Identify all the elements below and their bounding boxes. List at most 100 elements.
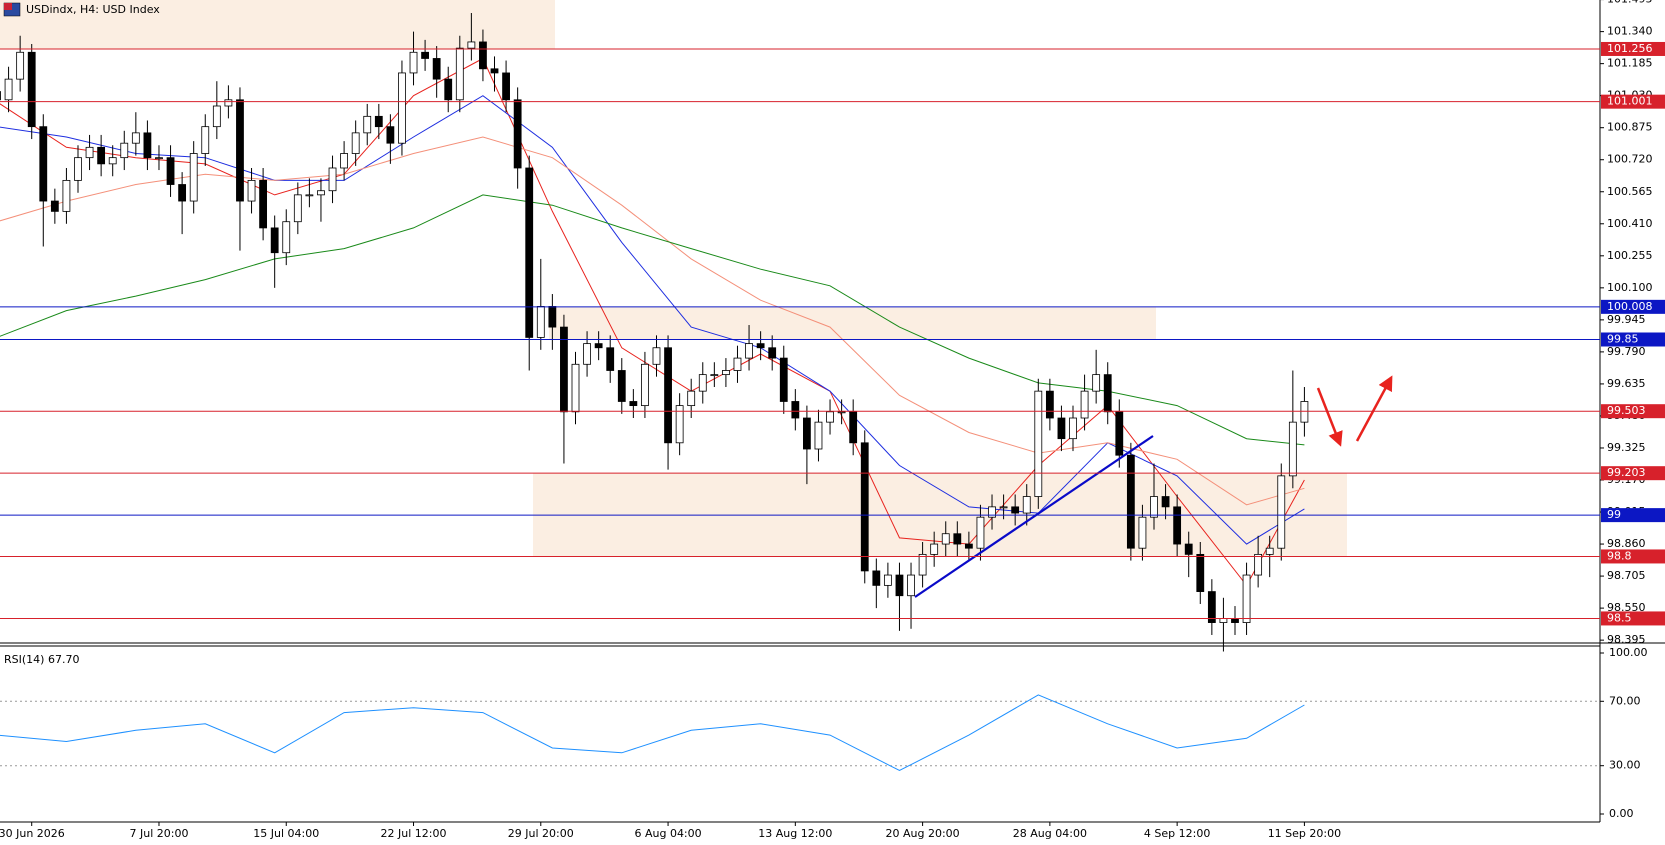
y-tick-label: 100.410: [1607, 217, 1653, 230]
level-label-box: [1601, 549, 1665, 564]
candle-body: [1242, 574, 1251, 623]
candle-body: [386, 126, 395, 144]
candle-body: [525, 167, 534, 338]
candle-body: [907, 574, 915, 597]
candle-body: [236, 99, 244, 202]
candle-body: [1080, 390, 1089, 419]
level-label: 99.85: [1607, 332, 1639, 345]
candle-body: [1126, 454, 1135, 549]
candle-body: [1150, 496, 1158, 518]
candle-body: [166, 157, 175, 185]
candle-body: [560, 326, 568, 413]
candle-body: [1115, 411, 1124, 456]
candle-body: [641, 363, 649, 407]
y-tick-label: 101.340: [1607, 25, 1653, 38]
candle-body: [722, 370, 730, 376]
level-label-box: [1601, 332, 1665, 347]
candle-body: [282, 221, 291, 254]
level-label: 101.001: [1607, 95, 1653, 108]
candle-body: [617, 370, 626, 402]
candle-body: [1219, 618, 1228, 623]
candle-body: [432, 58, 441, 80]
candle-body: [791, 401, 800, 419]
y-tick-label: 100.100: [1607, 281, 1653, 294]
x-tick-label: 22 Jul 12:00: [381, 827, 447, 840]
candle-body: [50, 200, 59, 212]
zone: [549, 306, 1156, 340]
x-tick-label: 6 Aug 04:00: [634, 827, 701, 840]
candle-body: [178, 184, 187, 202]
x-tick-label: 15 Jul 04:00: [253, 827, 319, 840]
candle-body: [1161, 496, 1170, 508]
candle-body: [1196, 553, 1205, 592]
candle-body: [583, 343, 591, 365]
candle-body: [479, 41, 487, 70]
candle-body: [698, 374, 707, 392]
candle-body: [814, 421, 823, 450]
candle-body: [745, 343, 753, 359]
x-tick-label: 28 Aug 04:00: [1013, 827, 1087, 840]
candle-body: [930, 543, 939, 555]
candle-body: [1300, 401, 1309, 423]
candle-body: [918, 553, 927, 576]
candle-body: [571, 363, 580, 413]
candle-body: [39, 126, 48, 202]
level-label: 98.5: [1607, 611, 1632, 624]
candle-body: [1045, 390, 1054, 419]
y-tick-label: 100.720: [1607, 153, 1653, 166]
candle-body: [837, 411, 846, 414]
candle-body: [513, 99, 522, 169]
candle-body: [1254, 553, 1263, 576]
level-label-box: [1601, 508, 1665, 523]
candle-body: [803, 417, 811, 450]
candle-body: [1138, 516, 1147, 549]
candle-body: [1207, 591, 1216, 623]
candle-body: [779, 357, 788, 402]
candle-body: [247, 179, 256, 202]
y-tick-label: 99.325: [1607, 441, 1646, 454]
up-arrow: [1355, 375, 1393, 442]
candle-body: [16, 51, 25, 80]
candle-body: [189, 153, 198, 202]
candle-body: [883, 574, 892, 586]
candle-body: [293, 194, 302, 223]
candle-body: [1034, 390, 1043, 497]
candle-body: [1011, 506, 1020, 514]
candle-body: [201, 126, 210, 154]
down-arrow: [1316, 387, 1343, 447]
y-tick-label: 100.565: [1607, 185, 1653, 198]
trend-line: [914, 435, 1154, 598]
candle-body: [363, 115, 372, 134]
y-tick-label: 99.790: [1607, 345, 1646, 358]
level-label: 98.8: [1607, 549, 1632, 562]
candle-body: [328, 167, 337, 192]
candle-body: [212, 105, 221, 128]
candle-body: [1265, 547, 1274, 555]
candle-body: [1173, 506, 1182, 545]
candle-body: [1277, 475, 1286, 549]
level-label: 99.203: [1607, 466, 1646, 479]
level-label-box: [1601, 466, 1665, 481]
candle-body: [421, 51, 429, 59]
candle-body: [664, 347, 672, 444]
candle-body: [733, 357, 742, 371]
candle-body: [606, 347, 615, 371]
y-tick-label: 98.705: [1607, 569, 1646, 582]
candle-body: [27, 51, 36, 128]
candle-body: [131, 132, 140, 144]
y-tick-label: 99.635: [1607, 377, 1646, 390]
candle-body: [340, 153, 349, 169]
symbol-icon-part: [4, 3, 12, 10]
candle-body: [398, 72, 406, 144]
candle-body: [710, 374, 719, 377]
x-tick-label: 11 Sep 20:00: [1268, 827, 1341, 840]
candle-body: [374, 115, 383, 128]
x-tick-label: 30 Jun 2026: [0, 827, 65, 840]
candle-body: [849, 411, 858, 444]
candle-body: [999, 506, 1008, 509]
x-tick-label: 29 Jul 20:00: [508, 827, 574, 840]
candle-body: [259, 179, 268, 229]
candle-body: [143, 132, 152, 159]
candle-body: [953, 533, 962, 545]
